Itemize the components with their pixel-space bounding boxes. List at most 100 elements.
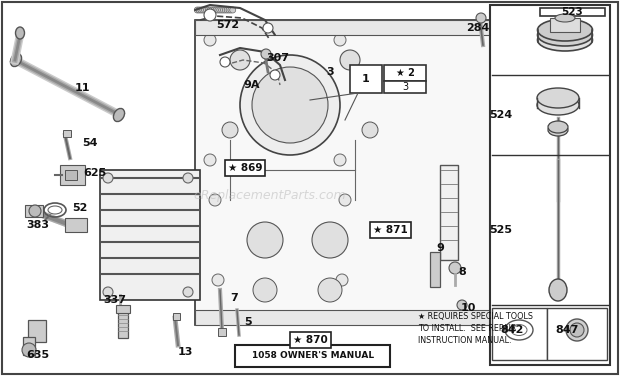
Bar (65, 170, 77, 180)
Circle shape (204, 34, 216, 46)
Circle shape (204, 154, 216, 166)
Text: 525: 525 (490, 225, 513, 235)
Bar (195, 20, 495, 35)
Circle shape (209, 7, 215, 13)
Bar (60, 165, 85, 185)
Text: 3: 3 (402, 82, 408, 92)
Text: 572: 572 (216, 20, 239, 30)
Ellipse shape (538, 19, 593, 41)
Circle shape (334, 34, 346, 46)
Text: eReplacementParts.com: eReplacementParts.com (193, 188, 347, 202)
Ellipse shape (548, 124, 568, 136)
Bar (100, 170, 200, 300)
Circle shape (247, 222, 283, 258)
Circle shape (211, 7, 217, 13)
Bar (63, 130, 71, 137)
Circle shape (215, 7, 221, 13)
Circle shape (200, 7, 206, 13)
Circle shape (312, 222, 348, 258)
Bar (218, 328, 226, 336)
Text: 9A: 9A (244, 80, 260, 90)
Text: ★ REQUIRES SPECIAL TOOLS
TO INSTALL.  SEE REPAIR
INSTRUCTION MANUAL.: ★ REQUIRES SPECIAL TOOLS TO INSTALL. SEE… (418, 312, 533, 344)
Circle shape (205, 7, 211, 13)
Text: 13: 13 (177, 347, 193, 357)
Bar (540, 8, 605, 16)
Text: 52: 52 (73, 203, 87, 213)
Circle shape (336, 274, 348, 286)
Text: 10: 10 (460, 303, 476, 313)
Circle shape (219, 7, 224, 13)
Circle shape (198, 7, 204, 13)
Circle shape (362, 122, 378, 138)
Text: 5: 5 (244, 317, 252, 327)
Ellipse shape (549, 279, 567, 301)
Bar (492, 308, 547, 360)
Bar (384, 81, 426, 93)
Ellipse shape (537, 88, 579, 108)
Text: 524: 524 (489, 110, 513, 120)
Text: 1: 1 (362, 74, 370, 84)
Bar (195, 310, 495, 325)
Circle shape (270, 70, 280, 80)
Text: 635: 635 (27, 350, 50, 360)
Bar (490, 5, 610, 365)
Ellipse shape (555, 14, 575, 22)
Bar (550, 18, 580, 32)
Ellipse shape (16, 27, 25, 39)
Circle shape (183, 173, 193, 183)
Circle shape (222, 122, 238, 138)
Ellipse shape (113, 108, 125, 121)
Bar (116, 305, 130, 313)
Bar (350, 65, 382, 93)
Bar (384, 65, 426, 81)
Text: 11: 11 (74, 83, 90, 93)
Bar (440, 165, 458, 260)
Text: ★ 870: ★ 870 (293, 335, 327, 345)
Bar (23, 337, 35, 355)
Ellipse shape (548, 121, 568, 133)
Circle shape (476, 13, 486, 23)
Bar (173, 313, 180, 320)
Circle shape (457, 300, 467, 310)
Circle shape (228, 7, 234, 13)
Circle shape (203, 7, 210, 13)
Text: 847: 847 (556, 325, 578, 335)
Circle shape (209, 194, 221, 206)
Circle shape (183, 287, 193, 297)
Circle shape (224, 7, 230, 13)
Bar (65, 218, 87, 232)
Text: 3: 3 (326, 67, 334, 77)
Circle shape (194, 7, 200, 13)
Circle shape (340, 50, 360, 70)
Circle shape (230, 7, 236, 13)
Circle shape (202, 7, 208, 13)
Circle shape (318, 278, 342, 302)
Circle shape (204, 9, 216, 21)
Text: ★ 2: ★ 2 (396, 68, 414, 78)
Text: 284: 284 (466, 23, 490, 33)
Circle shape (212, 274, 224, 286)
Circle shape (223, 7, 228, 13)
Circle shape (230, 50, 250, 70)
Ellipse shape (538, 29, 593, 51)
Circle shape (253, 278, 277, 302)
Circle shape (263, 23, 273, 33)
Circle shape (261, 49, 271, 59)
Circle shape (196, 7, 202, 13)
Ellipse shape (566, 319, 588, 341)
Circle shape (22, 343, 36, 357)
Text: 1058 OWNER'S MANUAL: 1058 OWNER'S MANUAL (252, 352, 374, 361)
Text: 307: 307 (267, 53, 290, 63)
Text: ★ 871: ★ 871 (373, 225, 407, 235)
Text: 9: 9 (436, 243, 444, 253)
Circle shape (29, 205, 41, 217)
Circle shape (252, 67, 328, 143)
Circle shape (449, 262, 461, 274)
Circle shape (103, 173, 113, 183)
Circle shape (213, 7, 219, 13)
Bar (547, 308, 607, 360)
Text: 7: 7 (230, 293, 238, 303)
Bar (235, 345, 390, 367)
Bar (118, 310, 128, 338)
Text: ★ 869: ★ 869 (228, 163, 262, 173)
